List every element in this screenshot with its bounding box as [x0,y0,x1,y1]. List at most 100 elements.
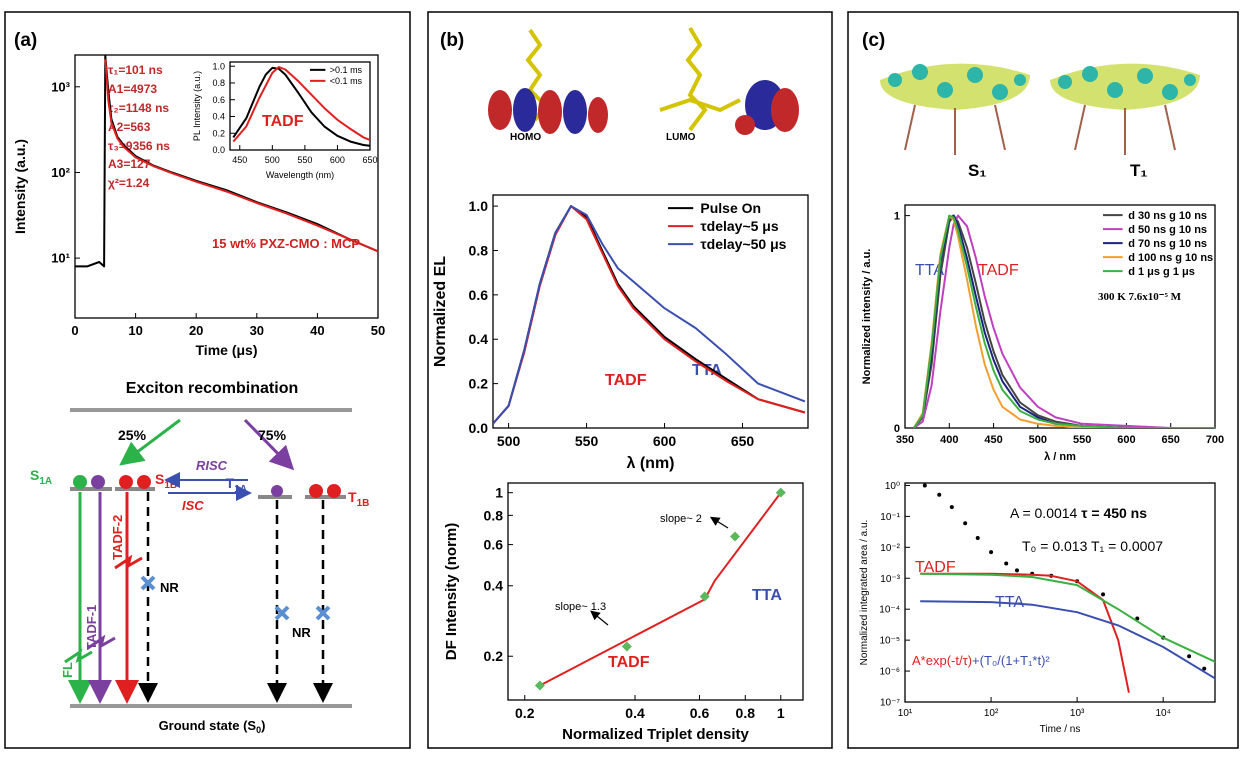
panel-label: (b) [440,30,464,51]
y-tick-label: 0.8 [469,242,489,258]
panel-frame [847,11,1239,749]
x-tick-label: 500 [265,155,280,165]
x-tick-label: 30 [250,323,264,338]
legend-label: d 100 ns g 10 ns [1128,252,1213,264]
molecule-homo [488,28,608,134]
fit-params: τ₁=101 ns A1=4973 τ₂=1148 ns A2=563 τ₃=9… [108,63,170,190]
y-tick-label: 0.4 [484,578,504,594]
data-line [539,492,782,687]
y-tick-label: 10⁻³ [880,574,900,585]
data-line [493,205,806,425]
annotation: TADF [915,559,956,576]
annotation: 300 K 7.6x10⁻⁵ M [1098,291,1182,303]
arrow [243,418,295,471]
x-tick-label: 0 [71,323,78,338]
y-tick-label: 10⁻² [880,543,900,554]
y-tick-label: 1 [495,485,503,501]
exciton [91,475,105,489]
data-dot [1014,568,1019,573]
y-tick-label: 1.0 [469,198,489,214]
data-line [232,66,370,147]
y-tick-label: 1.0 [212,61,225,71]
y-tick-label: 0 [894,423,900,435]
x-axis-label: λ / nm [1044,451,1076,463]
y-tick-label: 10¹ [51,251,70,266]
x-tick-label: 550 [297,155,312,165]
series-group [534,487,786,691]
y-tick-label: 10⁻⁷ [880,698,900,709]
annotation: A2=563 [108,120,151,134]
photon [64,648,93,664]
x-axis-label: Normalized Triplet density [562,726,749,743]
exciton [271,485,283,497]
y-tick-label: 0.0 [469,420,489,436]
data-dot [937,492,942,497]
panel-label: (a) [14,30,37,51]
x-tick-label: 400 [940,434,958,446]
process-label: ISC [182,498,204,513]
data-line [920,600,1215,680]
y-tick-label: 0.6 [212,95,225,105]
legend-label: >0.1 ms [330,65,363,75]
data-marker [775,487,786,498]
data-dot [1187,654,1192,659]
y-tick-label: 0.8 [212,78,225,88]
annotation: 15 wt% PXZ-CMO : MCP [212,236,360,251]
state-label: S₁ [968,161,986,180]
y-tick-label: 0.0 [212,145,225,155]
y-tick-label: 10⁰ [885,481,900,492]
annotation: A3=127 [108,157,151,171]
panel-frame [4,11,411,749]
y-tick-label: 10⁻¹ [880,512,900,523]
data-line [920,572,1215,663]
x-tick-label: 10² [984,708,999,719]
diagram-title: Exciton recombination [126,380,298,397]
y-tick-label: 0.2 [212,128,225,138]
annotation: TADF [262,113,304,130]
annotation: TTA [752,587,782,604]
y-tick-label: 10³ [51,79,70,94]
y-axis-label: DF Intensity (norm) [443,523,460,661]
plot: 350 400 450 500 550 600 650 700 0 1 λ / nm Normaliz… [861,204,1224,463]
molecule-lumo [659,26,799,135]
molecule-s1 [880,63,1030,155]
y-axis-label: Normalized EL [432,256,449,367]
axes-frame [507,482,804,701]
data-line [913,214,1215,428]
annotation-part: A*exp(-t/τ) [912,653,972,668]
x-tick-label: 0.4 [625,705,645,721]
legend-label: d 1 μs g 1 μs [1128,266,1195,278]
x-tick-label: 600 [330,155,345,165]
exciton [327,484,341,498]
annotation: A1=4973 [108,82,157,96]
annotation: χ²=1.24 [108,176,150,190]
state-main: S [30,467,39,483]
ground-label: Ground state (S0) [159,718,266,735]
data-marker [621,641,632,652]
pointer [709,516,729,529]
percent: 75% [258,427,287,443]
plot: 0.2 0.4 0.6 0.8 1 0.2 0.4 0.6 0.8 1 Normalized Tri… [443,482,804,743]
annotation-part: A = 0.0014 [1010,505,1078,521]
energy-diagram: Exciton recombination 25% 75% S1A S1B T1… [30,380,369,735]
x-tick-label: 50 [371,323,385,338]
annotation: slope~ 1.3 [555,601,606,613]
x-tick-label: 550 [1073,434,1091,446]
y-tick-label: 0.2 [484,648,504,664]
data-dot [1202,666,1207,671]
x-tick-label: 0.2 [515,705,535,721]
data-marker [699,591,710,602]
annotation: TADF [608,654,650,671]
series-group [913,214,1215,428]
x-tick-label: 20 [189,323,203,338]
legend-label: τdelay~50 μs [700,236,786,252]
annotation: T₀ = 0.013 T₁ = 0.0007 [1022,538,1163,554]
process-label: RISC [196,458,228,473]
y-tick-label: 10⁻⁶ [879,667,900,678]
annotation-part: +(T₀/(1+T₁*t)² [972,653,1050,668]
axes-frame [492,194,809,429]
axes-frame [74,54,379,319]
state-sub: 1B [164,480,177,491]
data-marker [730,531,741,542]
